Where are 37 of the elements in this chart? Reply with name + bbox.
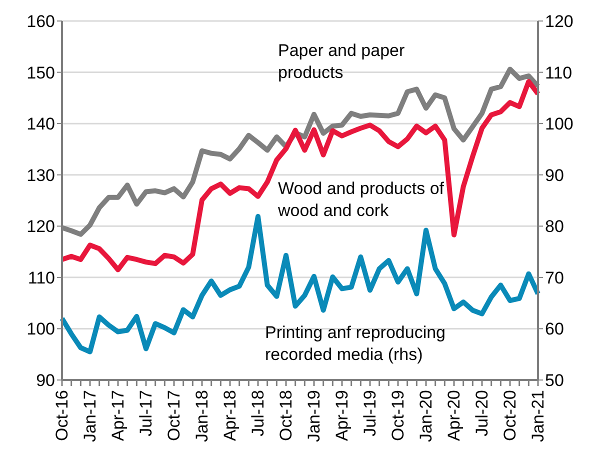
x-tick-label: Oct-19 bbox=[388, 390, 408, 442]
series-label: Paper and paper products bbox=[278, 40, 406, 84]
x-tick-label: Jan-17 bbox=[80, 390, 100, 442]
series-label: Printing anf reproducing recorded media (rhs) bbox=[265, 322, 447, 366]
y2-tick-label: 60 bbox=[545, 320, 564, 339]
y2-tick-label: 100 bbox=[545, 114, 574, 134]
y-tick-label: 120 bbox=[26, 217, 55, 236]
x-tick-label: Oct-20 bbox=[500, 390, 520, 442]
y-tick-label: 100 bbox=[26, 320, 55, 339]
y-tick-label: 150 bbox=[26, 63, 55, 82]
x-tick-label: Jul-20 bbox=[472, 390, 492, 436]
x-tick-label: Apr-18 bbox=[220, 390, 240, 442]
y-tick-label: 110 bbox=[28, 268, 55, 288]
x-tick-label: Jan-20 bbox=[416, 390, 436, 442]
y-tick-label: 160 bbox=[26, 12, 55, 32]
y2-tick-label: 50 bbox=[545, 371, 564, 390]
x-tick-label: Oct-17 bbox=[164, 390, 184, 442]
x-tick-label: Jan-21 bbox=[528, 390, 548, 442]
x-tick-label: Jan-19 bbox=[304, 390, 324, 442]
y2-tick-label: 80 bbox=[545, 217, 564, 236]
x-tick-label: Apr-20 bbox=[444, 390, 464, 442]
y-tick-label: 90 bbox=[36, 371, 55, 390]
y-tick-label: 130 bbox=[26, 166, 55, 185]
x-tick-label: Oct-18 bbox=[276, 390, 296, 442]
x-tick-label: Apr-17 bbox=[108, 390, 128, 442]
y2-tick-label: 70 bbox=[545, 268, 564, 288]
x-tick-label: Jul-18 bbox=[248, 390, 268, 436]
y2-tick-label: 90 bbox=[545, 166, 564, 185]
y2-tick-label: 120 bbox=[545, 12, 574, 32]
x-tick-label: Jan-18 bbox=[192, 390, 212, 442]
x-tick-label: Jul-19 bbox=[360, 390, 380, 436]
x-tick-label: Apr-19 bbox=[332, 390, 352, 442]
x-tick-label: Jul-17 bbox=[136, 390, 156, 436]
series-label: Wood and products of wood and cork bbox=[278, 178, 446, 222]
y-tick-label: 140 bbox=[26, 114, 55, 134]
y2-tick-label: 110 bbox=[545, 63, 572, 82]
x-tick-label: Oct-16 bbox=[52, 390, 72, 442]
